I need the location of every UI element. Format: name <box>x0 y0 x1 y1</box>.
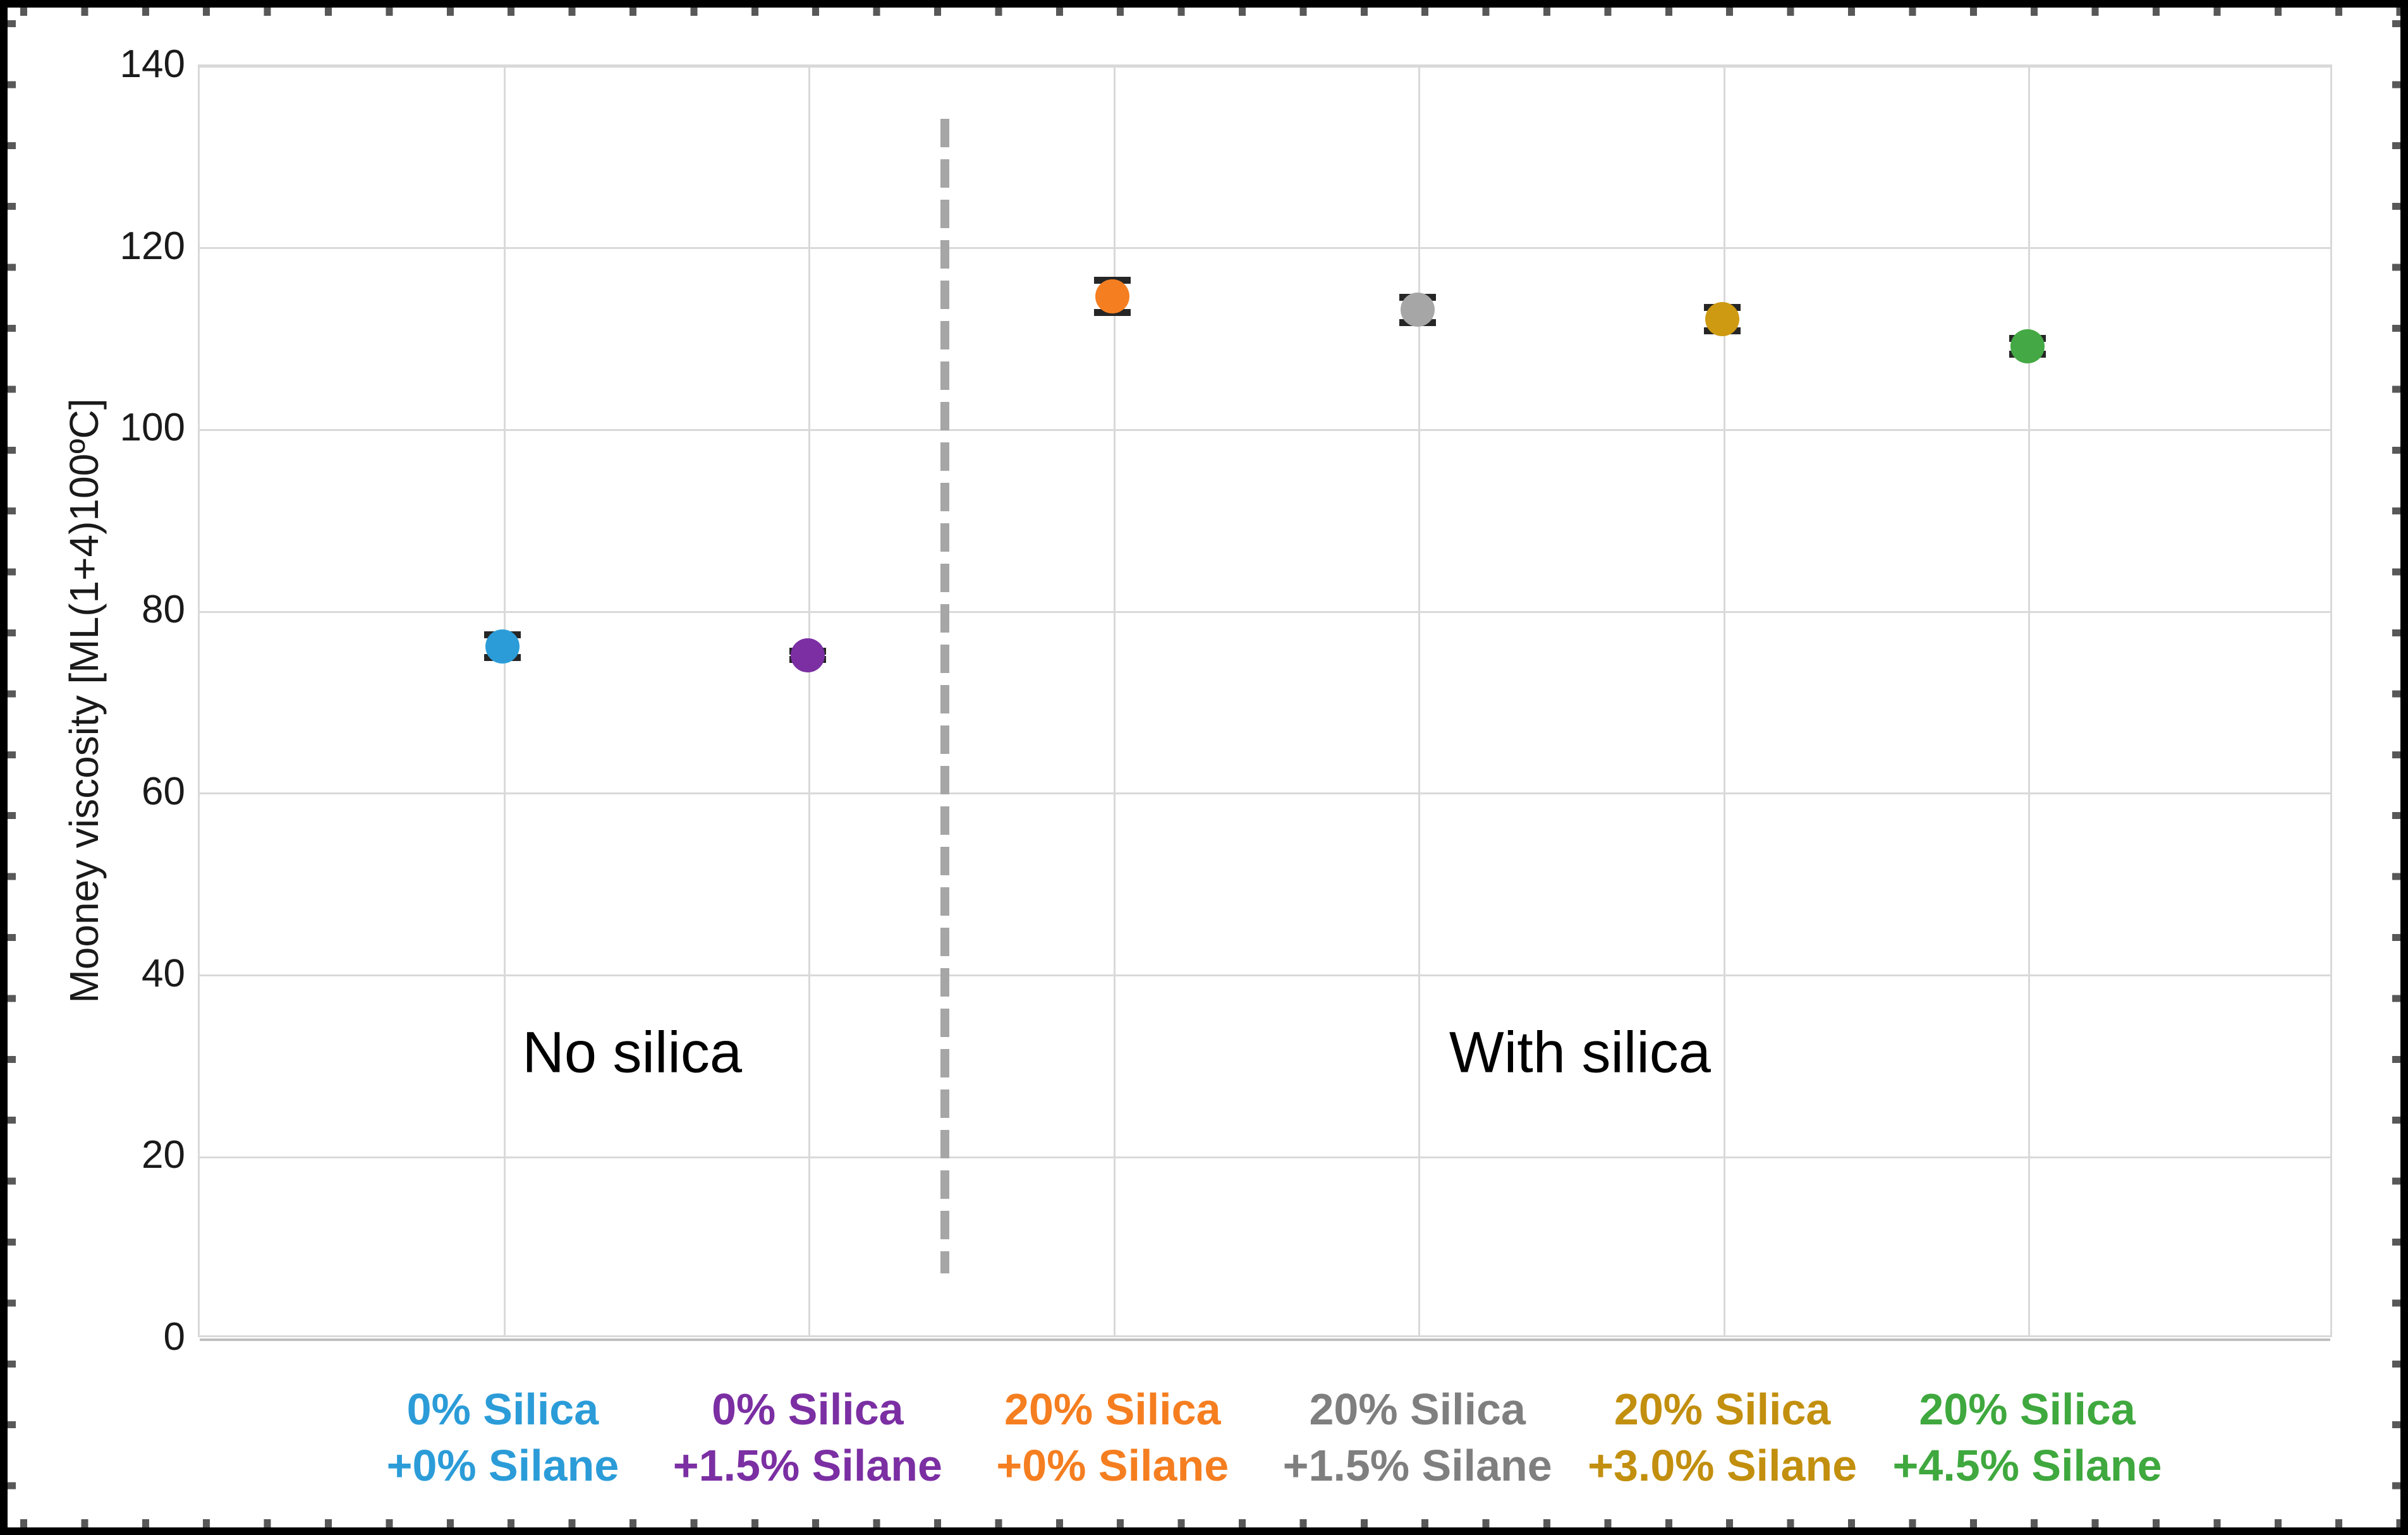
category-label: 0% Silica +1.5% Silane <box>656 1381 959 1494</box>
category-label: 20% Silica +0% Silane <box>961 1381 1264 1494</box>
gridline-vertical <box>1723 66 1725 1335</box>
data-point-marker <box>1095 279 1130 313</box>
frame-ruler-ticks-right <box>2392 8 2400 1527</box>
data-point-marker <box>1400 293 1435 327</box>
gridline-horizontal <box>200 428 2330 431</box>
y-axis-tick-label: 60 <box>142 769 185 813</box>
category-label-line1: 20% Silica <box>1614 1385 1831 1434</box>
data-point-marker <box>790 638 825 673</box>
category-label-line1: 20% Silica <box>1919 1385 2136 1434</box>
plot-area <box>198 64 2332 1341</box>
plot-annotation: No silica <box>522 1020 743 1085</box>
y-axis-tick-label: 140 <box>119 42 185 86</box>
gridline-vertical <box>503 66 506 1335</box>
data-point-marker <box>1705 301 1740 336</box>
y-axis-tick-label: 120 <box>119 224 185 268</box>
gridline-horizontal <box>200 1156 2330 1158</box>
frame-ruler-ticks-bottom <box>8 1519 2400 1527</box>
gridline-horizontal <box>200 610 2330 613</box>
y-axis-tick-label: 20 <box>142 1133 185 1177</box>
gridline-vertical <box>2028 66 2031 1335</box>
gridline-vertical <box>1418 66 1421 1335</box>
gridline-horizontal <box>200 1338 2330 1341</box>
category-label-line1: 0% Silica <box>712 1385 904 1434</box>
gridline-horizontal <box>200 974 2330 977</box>
y-axis-tick-label: 100 <box>119 406 185 450</box>
y-axis-title: Mooney viscosity [ML(1+4)100ºC] <box>61 398 107 1004</box>
category-label-line1: 20% Silica <box>1309 1385 1526 1434</box>
gridline-horizontal <box>200 792 2330 795</box>
category-label: 20% Silica +3.0% Silane <box>1571 1381 1874 1494</box>
gridline-vertical <box>1113 66 1116 1335</box>
gridline-horizontal <box>200 65 2330 68</box>
frame-ruler-ticks-top <box>8 8 2400 16</box>
plot-annotation: With silica <box>1449 1020 1711 1085</box>
category-label: 20% Silica +4.5% Silane <box>1876 1381 2179 1494</box>
y-axis-tick-label: 40 <box>142 951 185 995</box>
category-label-line1: 20% Silica <box>1004 1385 1221 1434</box>
gridline-vertical <box>808 66 811 1335</box>
category-label-line2: +3.0% Silane <box>1588 1441 1858 1490</box>
gridline-horizontal <box>200 247 2330 250</box>
frame-ruler-ticks-left <box>8 8 16 1527</box>
category-label-line1: 0% Silica <box>406 1385 599 1434</box>
category-label-line2: +0% Silane <box>996 1441 1229 1490</box>
category-label: 0% Silica +0% Silane <box>351 1381 654 1494</box>
category-label-line2: +4.5% Silane <box>1892 1441 2162 1490</box>
category-label-line2: +1.5% Silane <box>1282 1441 1552 1490</box>
category-label: 20% Silica +1.5% Silane <box>1266 1381 1569 1494</box>
y-axis-tick-label: 0 <box>163 1315 185 1359</box>
y-axis-tick-label: 80 <box>142 588 185 632</box>
category-label-line2: +1.5% Silane <box>672 1441 942 1490</box>
data-point-marker <box>2010 329 2045 363</box>
group-divider-dashed-line <box>940 119 949 1274</box>
data-point-marker <box>485 629 520 664</box>
category-label-line2: +0% Silane <box>386 1441 619 1490</box>
